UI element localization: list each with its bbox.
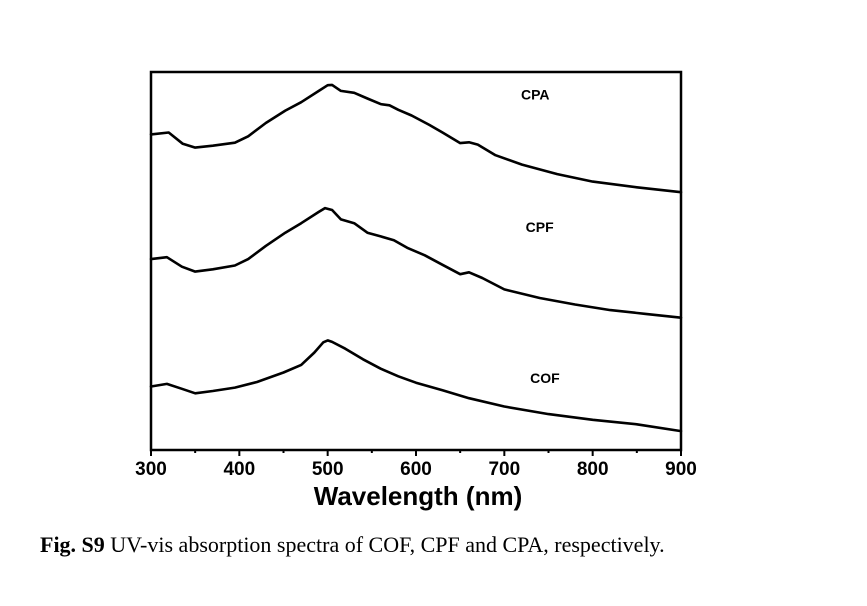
x-tick-label: 600 bbox=[400, 459, 432, 480]
x-axis-ticks bbox=[150, 450, 682, 456]
series-label-cpf: CPF bbox=[526, 219, 554, 235]
uv-vis-chart: 300 400 500 600 700 800 900 CPA CPF COF Waveleng… bbox=[135, 70, 697, 511]
x-axis-title: Wavelength (nm) bbox=[314, 481, 522, 511]
x-tick-label: 400 bbox=[223, 459, 255, 480]
figure-caption-text: UV-vis absorption spectra of COF, CPF an… bbox=[104, 532, 665, 557]
x-tick-label: 700 bbox=[488, 459, 520, 480]
plot-frame bbox=[149, 70, 683, 452]
figure-caption: Fig. S9 UV-vis absorption spectra of COF… bbox=[40, 532, 665, 558]
series-label-cof: COF bbox=[530, 370, 560, 386]
series-line-cpa bbox=[149, 83, 683, 194]
x-tick-label: 500 bbox=[312, 459, 344, 480]
series-labels: CPA CPF COF bbox=[521, 87, 560, 386]
series-lines bbox=[149, 83, 683, 433]
series-line-cof bbox=[149, 339, 683, 433]
x-tick-label: 300 bbox=[135, 459, 167, 480]
figure-caption-label: Fig. S9 bbox=[40, 532, 105, 557]
x-tick-label: 900 bbox=[665, 459, 697, 480]
x-tick-label: 800 bbox=[577, 459, 609, 480]
x-axis-tick-labels: 300 400 500 600 700 800 900 bbox=[135, 459, 697, 480]
plot-area bbox=[149, 70, 683, 452]
series-line-cpf bbox=[149, 206, 683, 319]
series-label-cpa: CPA bbox=[521, 87, 550, 103]
